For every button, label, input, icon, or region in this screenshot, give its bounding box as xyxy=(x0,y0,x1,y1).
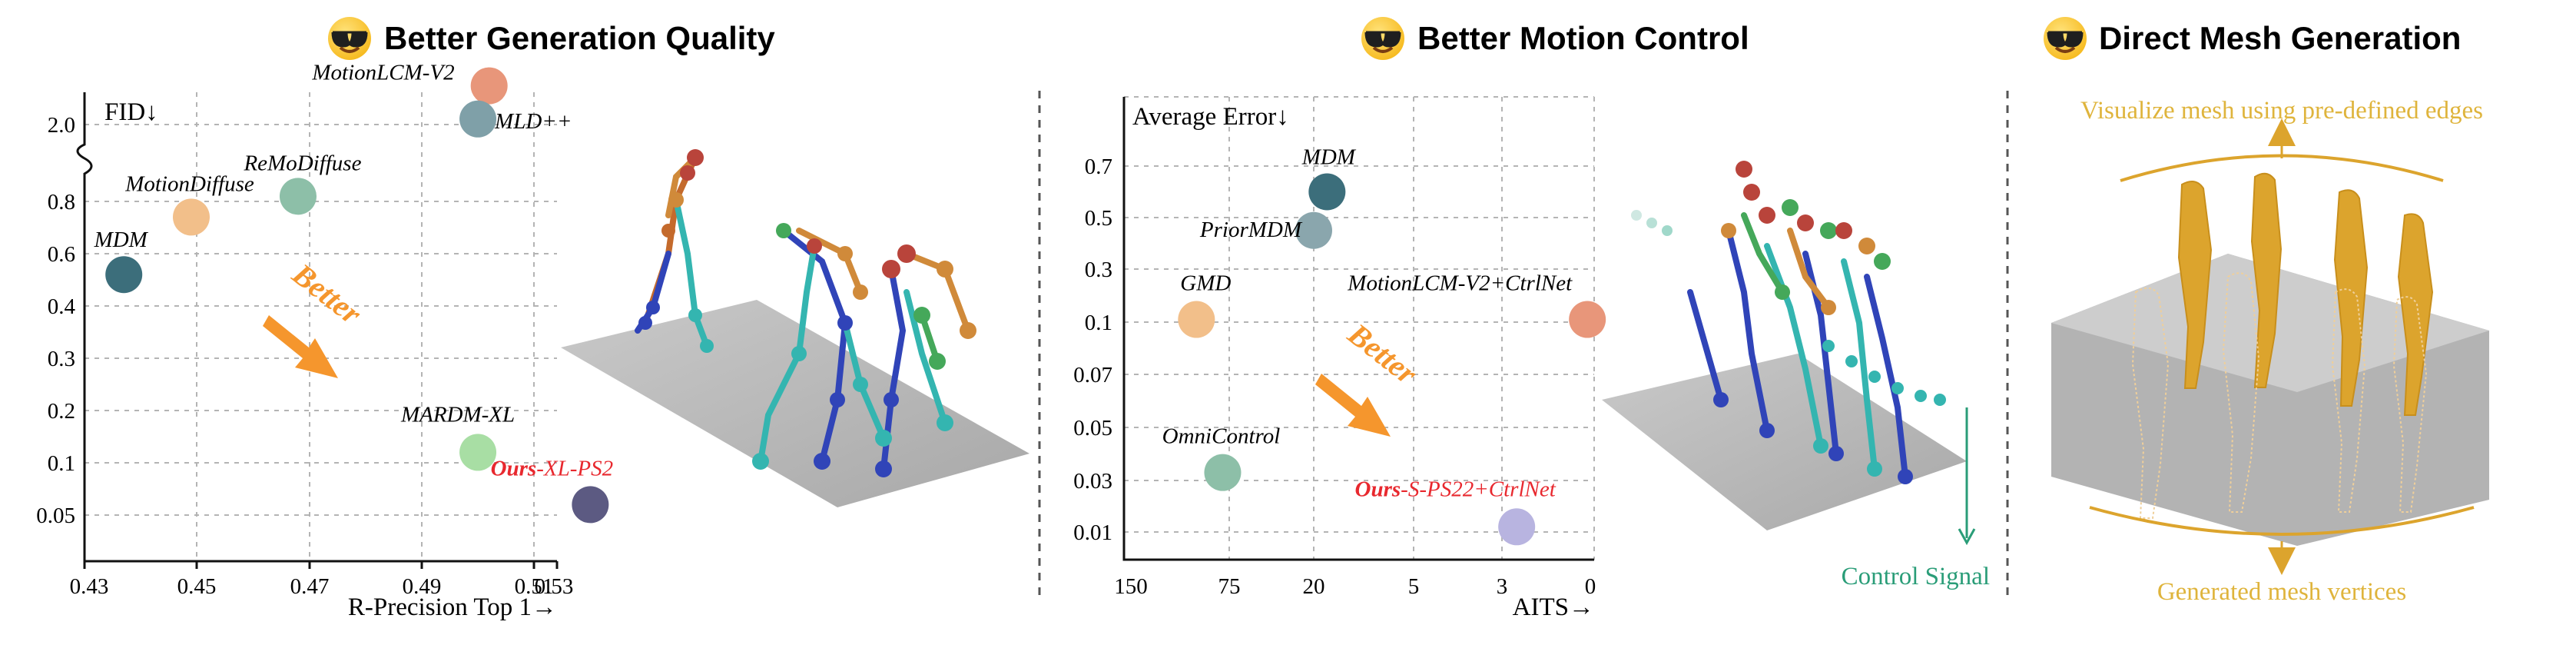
point-label: MLD++ xyxy=(494,109,572,134)
tick-label: 0.03 xyxy=(1073,469,1112,494)
tick-label: 0.4 xyxy=(48,294,76,319)
mesh-bottom-label: Generated mesh vertices xyxy=(2157,578,2406,606)
point-label: MotionLCM-V2 xyxy=(311,61,454,85)
smiling-face-with-sunglasses-icon xyxy=(1361,17,1404,60)
tick-label: 0.05 xyxy=(1073,416,1112,441)
title-text: Better Motion Control xyxy=(1417,20,1749,56)
point-label: MotionLCM-V2+CtrlNet xyxy=(1347,271,1573,296)
title-text: Direct Mesh Generation xyxy=(2099,20,2461,56)
point-label: MDM xyxy=(1301,145,1357,170)
data-point xyxy=(1498,508,1536,546)
tick-label: 0.6 xyxy=(48,242,75,267)
tick-label: 0.47 xyxy=(290,574,330,599)
data-point xyxy=(279,178,317,215)
title-control: Better Motion Control xyxy=(1361,17,1749,60)
tick-label: 0.7 xyxy=(1085,155,1112,179)
chart-motion-control: 0.70.50.30.10.070.050.030.01 150 75 20 5 3 0 … xyxy=(1073,96,1606,621)
tick-label: 0.43 xyxy=(70,574,109,599)
x-tick-marks xyxy=(83,561,559,569)
tick-label: 0.8 xyxy=(48,190,75,214)
tick-label: 0.07 xyxy=(1073,363,1112,387)
data-point xyxy=(459,100,497,138)
tick-label: 2.0 xyxy=(48,113,75,138)
point-label: PriorMDM xyxy=(1199,218,1303,242)
tick-label: 0.5 xyxy=(1085,206,1112,231)
tick-label: 0.01 xyxy=(1073,520,1112,545)
data-point xyxy=(459,434,497,471)
tick-label: 20 xyxy=(1303,574,1325,599)
smiling-face-with-sunglasses-icon xyxy=(328,17,371,60)
data-point xyxy=(1295,211,1332,249)
mesh-illustration: Visualize mesh using pre-defined edges G… xyxy=(2051,97,2489,606)
x-axis-label: R-Precision Top 1→ xyxy=(348,593,557,621)
tick-label: 3 xyxy=(1497,574,1508,599)
tick-label: 0.49 xyxy=(403,574,442,599)
point-label: Ours-S-PS22+CtrlNet xyxy=(1355,477,1557,501)
y-axis-label: Average Error↓ xyxy=(1132,103,1289,131)
data-point xyxy=(470,67,508,105)
title-mesh: Direct Mesh Generation xyxy=(2044,17,2461,60)
point-label: OmniControl xyxy=(1162,424,1281,449)
data-point xyxy=(172,198,210,236)
point-label: MDM xyxy=(94,228,149,252)
tick-label: 0.05 xyxy=(36,504,75,528)
title-text: Better Generation Quality xyxy=(384,20,775,56)
point-label: ReMoDiffuse xyxy=(243,151,361,175)
data-point xyxy=(1308,173,1346,211)
better-label: Better xyxy=(1341,316,1424,391)
motion-illustration-2: Control Signal xyxy=(1602,161,1990,590)
data-point xyxy=(572,486,609,524)
tick-label: 0.3 xyxy=(1085,258,1112,282)
data-point xyxy=(1204,454,1242,491)
tick-label: 0.1 xyxy=(1085,311,1112,335)
tick-label: 0.45 xyxy=(177,574,217,599)
tick-label: 75 xyxy=(1218,574,1241,599)
tick-label: 0.3 xyxy=(48,347,75,371)
title-quality: Better Generation Quality xyxy=(328,17,775,60)
smiling-face-with-sunglasses-icon xyxy=(2044,17,2087,60)
better-arrow: Better xyxy=(263,256,368,378)
point-label: MotionDiffuse xyxy=(124,171,254,196)
chart-axes xyxy=(76,92,557,563)
control-signal-label: Control Signal xyxy=(1842,563,1990,590)
motion-illustration-1 xyxy=(561,149,1029,507)
tick-label: 0.1 xyxy=(48,451,75,476)
y-axis-label: FID↓ xyxy=(104,98,158,126)
chart-axes xyxy=(1122,97,1594,561)
data-point xyxy=(1178,301,1215,338)
mesh-top-label: Visualize mesh using pre-defined edges xyxy=(2080,97,2483,125)
tick-label: 0.51 xyxy=(515,574,554,599)
tick-label: 0.2 xyxy=(48,399,75,424)
tick-label: 0 xyxy=(1585,574,1596,599)
data-point xyxy=(105,256,143,294)
better-label: Better xyxy=(286,256,369,331)
tick-label: 0.53 xyxy=(535,574,574,599)
point-label: MARDM-XL xyxy=(400,402,515,427)
chart-generation-quality: 2.0 0.8 0.6 0.4 0.3 0.2 0.1 0.05 0.43 0.45 0.47 0.… xyxy=(36,61,613,621)
point-label: Ours-XL-PS2 xyxy=(491,456,614,480)
point-label: GMD xyxy=(1180,271,1231,296)
better-arrow: Better xyxy=(1315,316,1424,437)
tick-label: 150 xyxy=(1114,574,1148,599)
data-point xyxy=(1569,301,1606,338)
tick-label: 5 xyxy=(1408,574,1420,599)
x-axis-label: AITS→ xyxy=(1513,593,1594,621)
